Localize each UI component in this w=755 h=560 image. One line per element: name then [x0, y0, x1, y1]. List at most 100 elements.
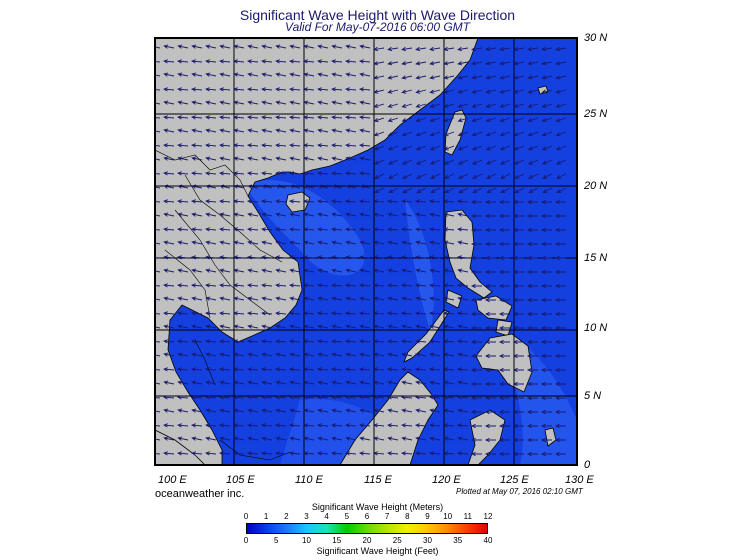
lon-label: 120 E [432, 474, 461, 486]
wave-arrow [527, 103, 539, 108]
wave-arrow [331, 423, 343, 428]
wave-arrow [514, 173, 525, 179]
wave-arrow [345, 255, 357, 260]
wave-arrow [233, 436, 245, 441]
wave-arrow [191, 171, 203, 176]
wave-arrow [485, 117, 497, 123]
wave-arrow [499, 131, 511, 137]
wave-arrow [373, 339, 385, 344]
meters-tick: 5 [344, 512, 350, 521]
wave-arrow [485, 61, 497, 66]
wave-arrow [177, 268, 189, 273]
wave-arrow [471, 89, 483, 94]
wave-arrow [289, 184, 301, 189]
wave-arrow [177, 451, 189, 456]
lon-label: 125 E [500, 474, 529, 486]
wave-arrow [499, 117, 511, 123]
wave-arrow [205, 115, 217, 120]
wave-arrow [275, 283, 287, 288]
wave-arrow [289, 227, 301, 232]
wave-arrow [498, 311, 510, 317]
wave-arrow [373, 145, 385, 151]
wave-arrow [303, 352, 315, 357]
wave-arrow [415, 212, 427, 217]
wave-arrow [541, 75, 553, 80]
wave-arrow [387, 46, 399, 52]
feet-tick: 15 [332, 536, 342, 545]
wave-arrow [261, 436, 273, 441]
wave-arrow [205, 408, 217, 413]
wave-arrow [233, 395, 245, 400]
wave-arrow [163, 255, 175, 260]
wave-arrow [415, 268, 427, 273]
wave-arrow [499, 61, 511, 66]
wave-arrow [373, 451, 385, 456]
wave-arrow [429, 240, 441, 245]
wave-arrow [275, 423, 287, 428]
wave-arrow [289, 451, 301, 456]
wave-arrow [373, 395, 385, 400]
wave-arrow [471, 75, 483, 80]
wave-arrow [457, 103, 469, 108]
lat-label: 0 [584, 459, 591, 471]
wave-arrow [233, 115, 245, 120]
wave-arrow [289, 296, 301, 301]
wave-arrow [303, 184, 315, 189]
wave-arrow [499, 89, 511, 94]
wave-arrow [233, 339, 245, 344]
wave-arrow [317, 436, 329, 441]
wave-arrow [177, 311, 189, 316]
wave-arrow [345, 352, 357, 357]
wave-arrow [233, 184, 245, 189]
wave-arrow [275, 87, 287, 92]
wave-arrow [233, 59, 245, 64]
wave-arrow [331, 72, 343, 77]
wave-arrow [484, 423, 496, 429]
wave-arrow [470, 269, 482, 275]
lat-label: 15 N [584, 252, 608, 264]
wave-arrow [387, 75, 399, 80]
wave-arrow [261, 44, 273, 49]
wave-arrow [289, 212, 301, 217]
wave-arrow [233, 156, 245, 161]
wave-arrow [540, 325, 552, 331]
wave-arrow [191, 408, 203, 413]
wave-arrow [415, 75, 427, 80]
wave-arrow [219, 255, 231, 260]
wave-arrow [331, 227, 343, 232]
wave-arrow [191, 115, 203, 120]
wave-arrow [233, 44, 245, 49]
wave-arrow [219, 352, 231, 357]
wave-arrow [443, 117, 455, 123]
wave-arrow [317, 199, 329, 204]
wave-arrow [247, 156, 259, 161]
wave-arrow [219, 171, 231, 176]
meters-tick: 9 [425, 512, 430, 521]
wave-arrow [555, 145, 567, 151]
wave-arrow [512, 395, 524, 401]
wave-arrow [275, 408, 287, 413]
wave-arrow [443, 423, 455, 428]
wave-arrow [303, 296, 315, 301]
wave-arrow [275, 171, 287, 176]
wave-arrow [528, 173, 539, 179]
wave-arrow [289, 59, 301, 64]
wave-arrow [512, 353, 524, 359]
wave-arrow [485, 131, 497, 137]
wave-arrow [289, 199, 301, 204]
wave-arrow [205, 199, 217, 204]
wave-arrow [261, 451, 273, 456]
wave-arrow [527, 131, 539, 137]
wave-arrow [554, 269, 566, 275]
wave-arrow [485, 75, 497, 80]
wave-arrow [317, 367, 329, 372]
wave-arrow [373, 240, 385, 245]
wave-arrow [387, 436, 399, 441]
wave-arrow [541, 89, 553, 94]
wave-arrow [429, 145, 441, 151]
wave-arrow [402, 187, 413, 194]
wave-arrow [401, 380, 413, 385]
wave-arrow [443, 436, 455, 441]
wave-arrow [457, 423, 469, 428]
wave-arrow [555, 117, 567, 123]
